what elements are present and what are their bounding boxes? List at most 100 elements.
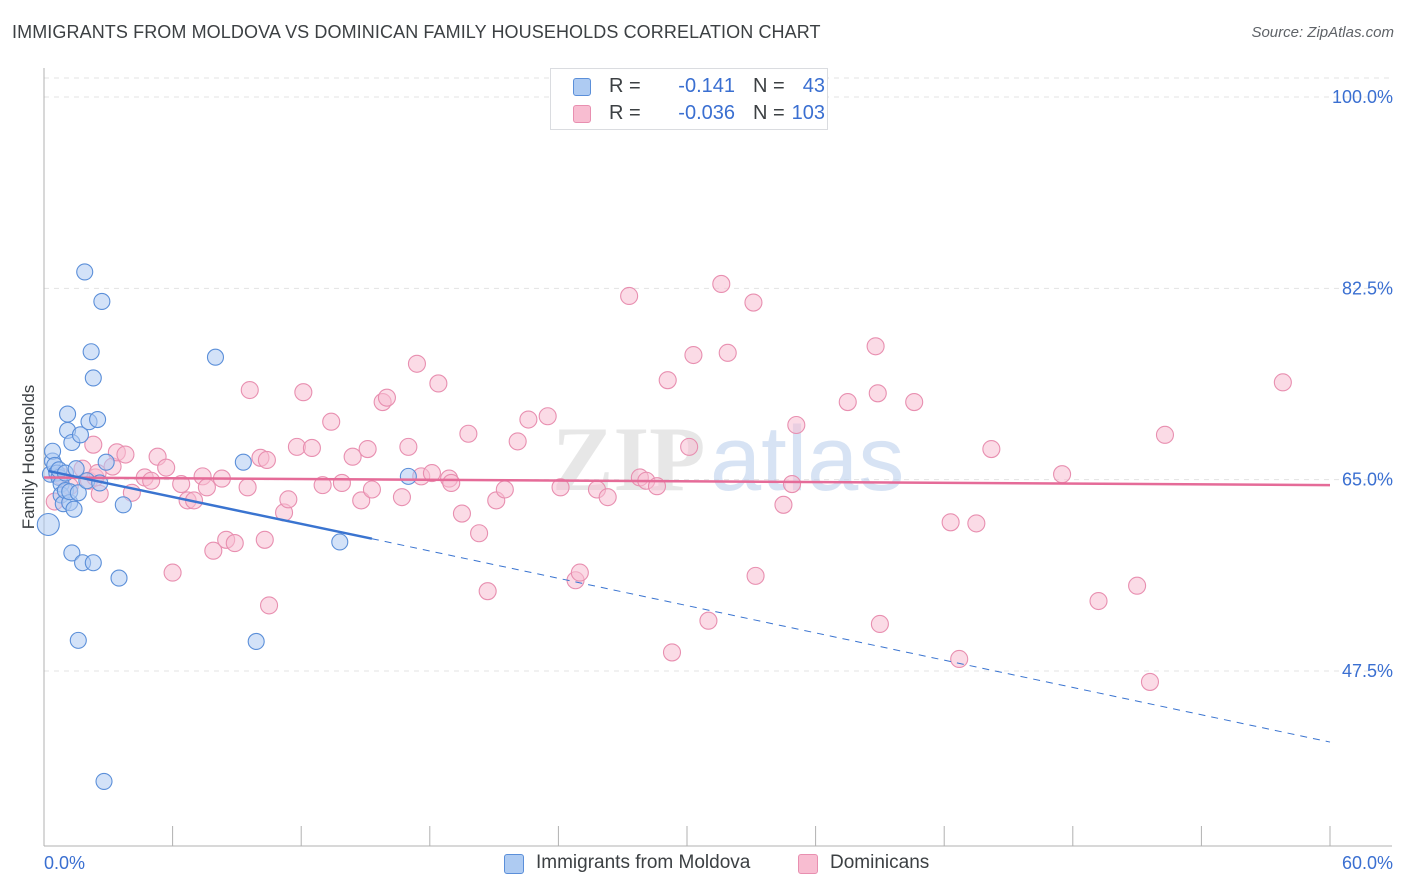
moldova-point [84,554,102,572]
dominicans-legend-swatch [798,854,818,874]
moldova-point [44,442,62,460]
x-tick-label: 60.0% [1342,853,1393,873]
dominican-point [407,354,426,373]
dominican-point [478,582,497,601]
dominican-point [459,424,478,443]
dominican-point [950,649,969,669]
dominican-point [302,438,321,458]
grid-lines [44,77,1392,672]
dominican-point [538,407,557,426]
moldova-point [69,484,87,502]
dominican-point [352,491,371,510]
dominican-point [287,437,306,456]
moldova-point [84,369,102,387]
dominican-point [240,380,259,400]
legend-n-label: N = [753,75,785,97]
dominican-point [343,447,362,466]
dominican-point [680,437,699,456]
dominican-point [620,286,639,306]
legend-r-value: -0.141 [678,75,735,97]
moldova-point [331,533,349,551]
moldova-point [93,292,111,311]
moldova-point [69,631,87,649]
tick-labels: 47.5% 65.0% 82.5% 100.0% 0.0% 60.0% [44,87,1393,873]
dominicans-legend-label: Dominicans [830,852,930,873]
dominican-point [838,392,857,412]
y-tick-label: 65.0% [1342,470,1393,490]
dominican-point [967,514,986,533]
x-tick-label: 0.0% [44,853,85,873]
dominican-point [257,450,276,470]
dominican-point [1089,591,1108,611]
moldova-point [97,453,115,471]
moldova-trend-extension [371,538,1331,743]
dominican-point [744,293,763,312]
dominican-point [598,488,617,507]
trend-lines [43,469,1331,743]
dominican-point [508,432,527,451]
moldova-point [89,410,107,429]
moldova-point [82,343,100,361]
dominican-point [712,274,731,294]
moldova-point [95,772,113,790]
y-tick-label: 100.0% [1332,87,1393,107]
dominican-point [495,480,514,499]
dominican-point [1155,425,1175,444]
moldova-point [36,512,60,537]
axes [43,68,1392,847]
legend-r-label: R = [609,75,641,97]
moldova-point [399,467,417,485]
zipatlas-watermark: ZIP atlas [552,408,904,510]
moldova-swatch [573,78,591,96]
dominican-point [774,495,793,514]
dominican-point [259,596,279,615]
dominican-point [982,440,1001,459]
dominican-point [163,563,182,582]
dominican-point [204,541,223,560]
dominican-point [377,388,396,407]
dominican-point [1128,576,1147,595]
moldova-trend-line [48,469,373,540]
dominican-point [658,371,677,390]
dominican-point [551,478,570,497]
y-axis-label: Family Households [19,385,38,530]
chart-source: Source: ZipAtlas.com [1251,24,1394,41]
legend-n-label: N = [753,102,785,124]
dominican-point [1140,672,1160,691]
dominican-point [662,643,682,662]
stats-legend: R = -0.141 N = 43 R = -0.036 N = 103 [550,68,828,130]
dominicans-swatch [573,105,591,123]
moldova-point [71,426,89,444]
dominican-point [1053,465,1072,484]
dominicans-points [45,274,1292,691]
dominican-point [519,410,538,429]
dominican-point [442,473,461,492]
dominican-point [868,384,887,403]
moldova-point [59,405,77,423]
legend-r-label: R = [609,102,641,124]
dominican-point [172,474,191,494]
dominican-point [718,343,737,362]
dominican-point [422,464,441,483]
dominican-point [279,490,298,509]
dominican-point [197,478,216,497]
dominican-point [905,392,924,412]
dominican-point [362,480,381,499]
dominican-point [313,476,332,495]
dominican-point [255,530,274,549]
y-tick-label: 82.5% [1342,278,1393,298]
dominican-point [870,614,889,634]
dominican-point [332,473,351,492]
dominican-point [294,383,313,402]
moldova-point [65,500,83,518]
dominican-point [322,412,341,431]
dominican-point [570,563,589,582]
dominican-point [941,513,960,532]
dominican-point [116,445,135,464]
dominican-point [787,415,806,435]
moldova-point [206,348,225,366]
dominican-point [429,374,448,393]
dominican-point [782,474,802,494]
moldova-point [247,632,265,651]
moldova-points [36,263,417,790]
